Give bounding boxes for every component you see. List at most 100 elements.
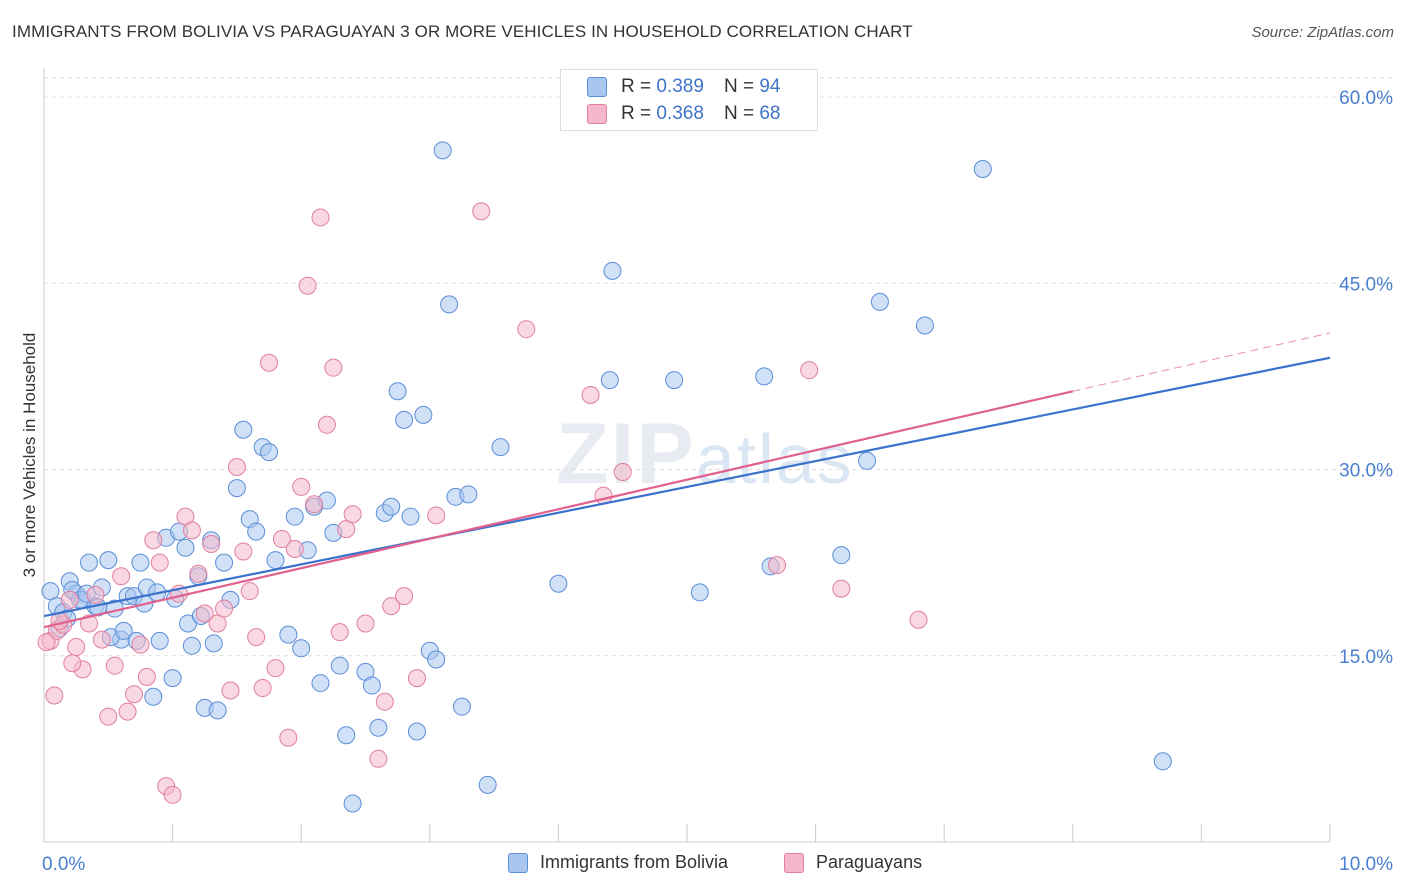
point-bolivia bbox=[247, 522, 266, 541]
x-tick-label: 0.0% bbox=[42, 854, 85, 875]
point-bolivia bbox=[330, 656, 349, 675]
point-bolivia bbox=[388, 382, 407, 401]
point-paraguayan bbox=[195, 604, 214, 623]
point-paraguayan bbox=[369, 749, 388, 768]
point-paraguayan bbox=[45, 686, 64, 705]
point-paraguayan bbox=[832, 579, 851, 598]
point-bolivia bbox=[433, 141, 452, 160]
point-paraguayan bbox=[189, 564, 208, 583]
point-paraguayan bbox=[285, 539, 304, 558]
point-bolivia bbox=[279, 625, 298, 644]
point-bolivia bbox=[395, 410, 414, 429]
y-tick-label: 45.0% bbox=[1339, 274, 1393, 295]
point-paraguayan bbox=[330, 623, 349, 642]
point-bolivia bbox=[600, 371, 619, 390]
point-bolivia bbox=[208, 701, 227, 720]
point-paraguayan bbox=[298, 276, 317, 295]
point-paraguayan bbox=[395, 587, 414, 606]
point-paraguayan bbox=[221, 681, 240, 700]
series-label-paraguayans: Paraguayans bbox=[816, 852, 923, 872]
point-bolivia bbox=[163, 669, 182, 688]
legend-r-value: 0.368 bbox=[656, 103, 704, 124]
point-paraguayan bbox=[63, 654, 82, 673]
legend-n-label: N = bbox=[723, 103, 755, 124]
watermark-zip: ZIP bbox=[556, 406, 696, 502]
point-paraguayan bbox=[311, 208, 330, 227]
point-bolivia bbox=[440, 295, 459, 314]
y-tick-label: 30.0% bbox=[1339, 461, 1393, 482]
grid-lines bbox=[44, 77, 1392, 657]
point-bolivia bbox=[832, 546, 851, 565]
point-bolivia bbox=[401, 507, 420, 526]
point-paraguayan bbox=[99, 707, 118, 726]
point-paraguayan bbox=[800, 361, 819, 380]
point-bolivia bbox=[285, 507, 304, 526]
y-tick-label: 60.0% bbox=[1339, 88, 1393, 109]
tick-labels: 15.0% 30.0% 45.0% 60.0% 0.0% 10.0% bbox=[42, 88, 1393, 875]
legend-swatch-bolivia bbox=[587, 77, 607, 97]
legend-r-value: 0.389 bbox=[656, 76, 704, 97]
point-paraguayan bbox=[234, 542, 253, 561]
point-paraguayan bbox=[125, 685, 144, 704]
point-paraguayan bbox=[337, 520, 356, 539]
point-bolivia bbox=[260, 443, 279, 462]
point-bolivia bbox=[858, 451, 877, 470]
point-bolivia bbox=[150, 631, 169, 650]
series-label-bolivia: Immigrants from Bolivia bbox=[540, 852, 729, 872]
point-paraguayan bbox=[407, 669, 426, 688]
source-label: Source: ZipAtlas.com bbox=[1251, 24, 1394, 41]
point-paraguayan bbox=[909, 610, 928, 629]
axes bbox=[43, 68, 1331, 843]
point-bolivia bbox=[690, 583, 709, 602]
point-paraguayan bbox=[247, 628, 266, 647]
point-bolivia bbox=[227, 479, 246, 498]
point-paraguayan bbox=[182, 521, 201, 540]
point-bolivia bbox=[603, 261, 622, 280]
point-bolivia bbox=[459, 485, 478, 504]
point-paraguayan bbox=[272, 530, 291, 549]
point-paraguayan bbox=[279, 728, 298, 747]
point-paraguayan bbox=[317, 415, 336, 434]
point-bolivia bbox=[407, 722, 426, 741]
point-bolivia bbox=[234, 420, 253, 439]
point-paraguayan bbox=[292, 477, 311, 496]
point-paraguayan bbox=[768, 556, 787, 575]
point-paraguayan bbox=[112, 567, 131, 586]
point-paraguayan bbox=[613, 462, 632, 481]
point-paraguayan bbox=[118, 702, 137, 721]
y-tick-label: 15.0% bbox=[1339, 647, 1393, 668]
point-paraguayan bbox=[260, 353, 279, 372]
series-legend: Immigrants from Bolivia Paraguayans bbox=[0, 852, 1406, 878]
point-bolivia bbox=[915, 316, 934, 335]
point-bolivia bbox=[176, 538, 195, 557]
point-paraguayan bbox=[517, 320, 536, 339]
point-paraguayan bbox=[86, 585, 105, 604]
point-bolivia bbox=[1153, 752, 1172, 771]
point-bolivia bbox=[549, 574, 568, 593]
point-bolivia bbox=[144, 687, 163, 706]
point-bolivia bbox=[414, 405, 433, 424]
point-bolivia bbox=[99, 551, 118, 570]
point-bolivia bbox=[114, 621, 133, 640]
legend-r-label: R = bbox=[621, 103, 652, 124]
point-bolivia bbox=[80, 553, 99, 572]
correlation-legend: R = 0.389 N = 94 R = 0.368 N = 68 bbox=[560, 69, 818, 131]
point-bolivia bbox=[362, 676, 381, 695]
point-bolivia bbox=[41, 582, 60, 601]
point-bolivia bbox=[491, 438, 510, 457]
point-bolivia bbox=[478, 775, 497, 794]
point-bolivia bbox=[131, 553, 150, 572]
point-bolivia bbox=[665, 371, 684, 390]
point-bolivia bbox=[382, 497, 401, 516]
point-paraguayan bbox=[324, 358, 343, 377]
legend-row-paraguayans: R = 0.368 N = 68 bbox=[587, 101, 780, 127]
point-bolivia bbox=[266, 551, 285, 570]
point-bolivia bbox=[452, 697, 471, 716]
legend-r-label: R = bbox=[621, 76, 652, 97]
point-paraguayan bbox=[215, 599, 234, 618]
point-bolivia bbox=[755, 367, 774, 386]
point-paraguayan bbox=[266, 659, 285, 678]
point-paraguayan bbox=[305, 495, 324, 514]
